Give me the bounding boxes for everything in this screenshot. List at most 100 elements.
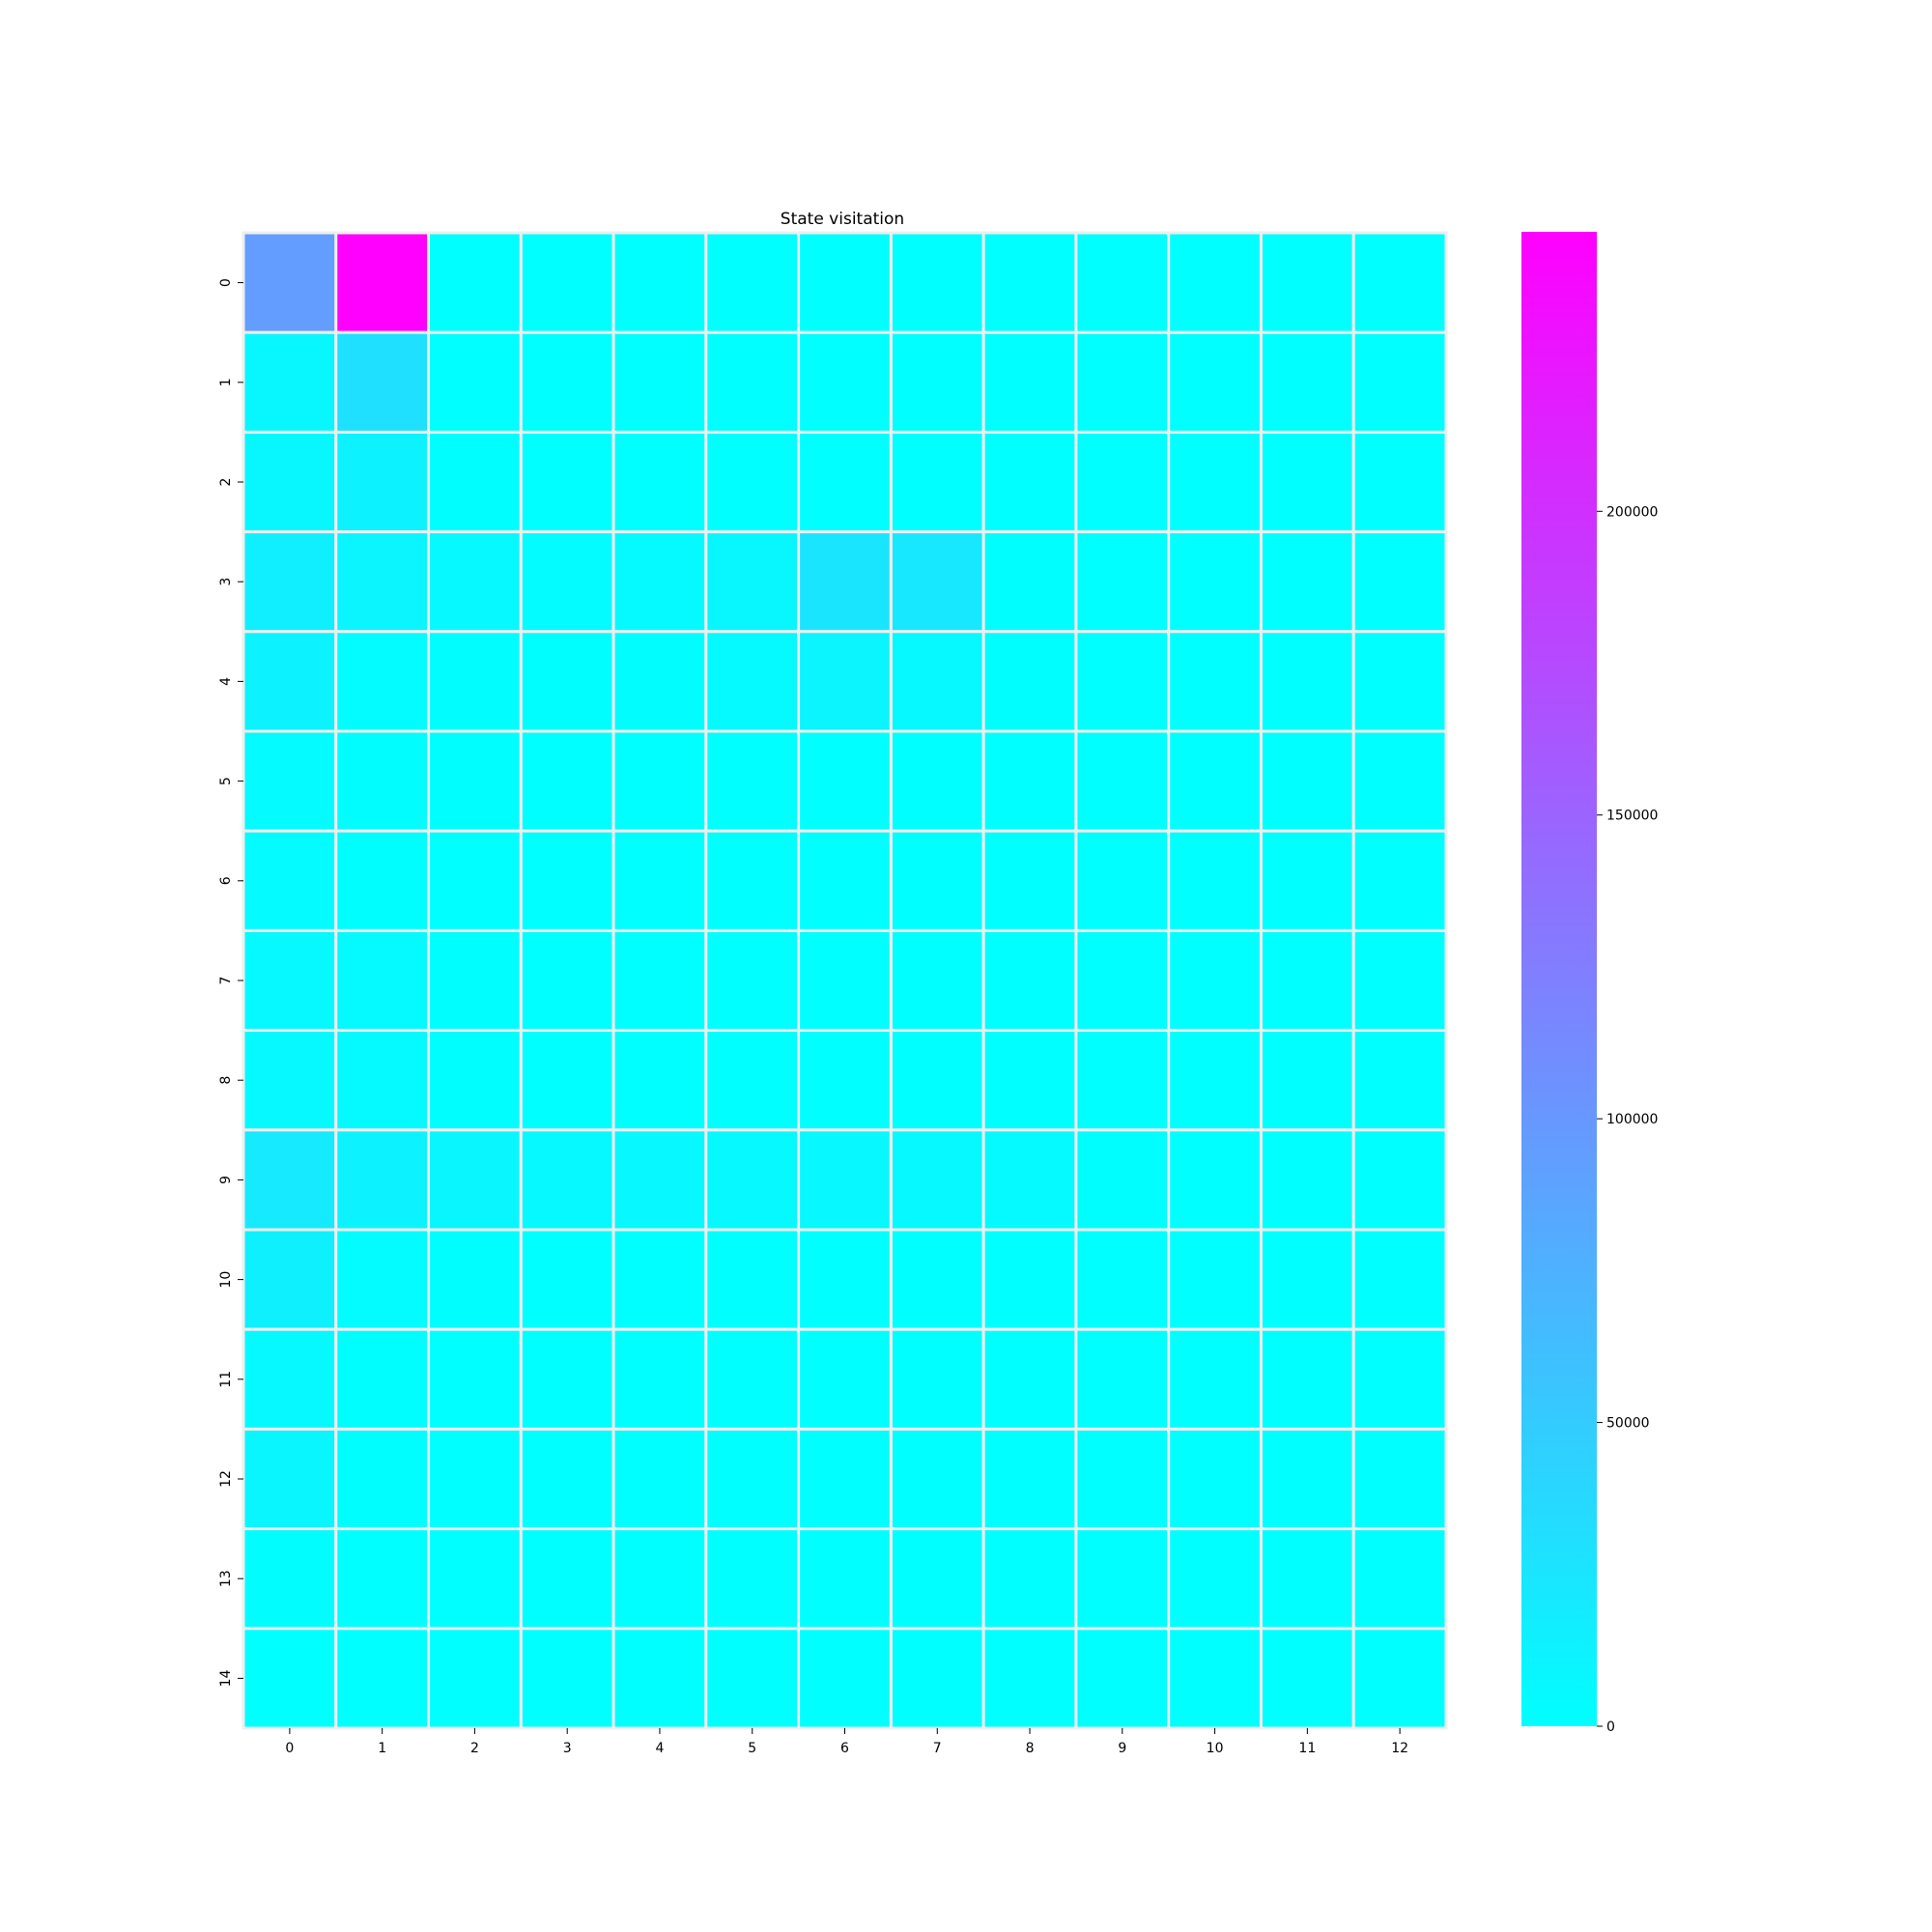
heatmap-cell-r11-c6	[797, 1327, 893, 1431]
heatmap-cell-r0-c1	[334, 231, 431, 334]
heatmap-cell-r6-c11	[1259, 829, 1355, 932]
heatmap-cell-r3-c6	[797, 530, 893, 634]
heatmap-cell-r14-c12	[1351, 1627, 1448, 1730]
heatmap-cell-r10-c11	[1259, 1228, 1355, 1331]
heatmap-cell-r8-c11	[1259, 1029, 1355, 1132]
heatmap-cell-r11-c11	[1259, 1327, 1355, 1431]
heatmap-cell-r2-c0	[242, 430, 338, 534]
heatmap-cell-r3-c10	[1167, 530, 1263, 634]
y-tick-label: 12	[218, 1470, 234, 1488]
heatmap-cell-r11-c10	[1167, 1327, 1263, 1431]
heatmap-cell-r9-c12	[1351, 1128, 1448, 1232]
heatmap-cell-r2-c10	[1167, 430, 1263, 534]
heatmap-cell-r10-c4	[611, 1228, 708, 1331]
heatmap-cell-r14-c2	[427, 1627, 523, 1730]
heatmap-cell-r12-c9	[1074, 1427, 1171, 1531]
heatmap-cell-r14-c10	[1167, 1627, 1263, 1730]
heatmap-cell-r9-c2	[427, 1128, 523, 1232]
heatmap-cell-r12-c11	[1259, 1427, 1355, 1531]
heatmap-cell-r4-c0	[242, 630, 338, 733]
heatmap-cell-r8-c2	[427, 1029, 523, 1132]
heatmap-cell-r11-c12	[1351, 1327, 1448, 1431]
heatmap-cell-r13-c10	[1167, 1527, 1263, 1631]
heatmap-cell-r6-c6	[797, 829, 893, 932]
x-tick-label: 3	[563, 1741, 572, 1756]
heatmap-cell-r5-c5	[704, 729, 801, 833]
heatmap-cell-r1-c4	[611, 330, 708, 434]
heatmap-cell-r12-c0	[242, 1427, 338, 1531]
x-tick-label: 9	[1118, 1741, 1126, 1756]
x-tick-label: 1	[378, 1741, 386, 1756]
heatmap-cell-r4-c8	[981, 630, 1078, 733]
heatmap-cell-r8-c7	[889, 1029, 985, 1132]
heatmap-cell-r10-c0	[242, 1228, 338, 1331]
heatmap-cell-r10-c5	[704, 1228, 801, 1331]
heatmap-cell-r14-c7	[889, 1627, 985, 1730]
x-tick-label: 11	[1298, 1741, 1316, 1756]
heatmap-cell-r2-c6	[797, 430, 893, 534]
heatmap-cell-r6-c10	[1167, 829, 1263, 932]
heatmap-cell-r14-c8	[981, 1627, 1078, 1730]
heatmap-cell-r7-c12	[1351, 928, 1448, 1033]
heatmap-cell-r12-c10	[1167, 1427, 1263, 1531]
heatmap-cell-r9-c11	[1259, 1128, 1355, 1232]
heatmap-cell-r14-c3	[519, 1627, 615, 1730]
heatmap-cell-r12-c3	[519, 1427, 615, 1531]
heatmap-cell-r0-c8	[981, 231, 1078, 334]
heatmap-cell-r3-c4	[611, 530, 708, 634]
heatmap-cell-r13-c3	[519, 1527, 615, 1631]
heatmap-cell-r11-c9	[1074, 1327, 1171, 1431]
heatmap-cell-r9-c4	[611, 1128, 708, 1232]
heatmap-cell-r3-c3	[519, 530, 615, 634]
heatmap-cell-r7-c3	[519, 928, 615, 1033]
x-tick-label: 4	[656, 1741, 665, 1756]
x-tick-label: 0	[285, 1741, 294, 1756]
heatmap-cell-r1-c5	[704, 330, 801, 434]
heatmap-cell-r2-c8	[981, 430, 1078, 534]
heatmap-cell-r10-c9	[1074, 1228, 1171, 1331]
heatmap-cell-r12-c6	[797, 1427, 893, 1531]
heatmap-cell-r5-c0	[242, 729, 338, 833]
heatmap-cell-r5-c2	[427, 729, 523, 833]
heatmap-cell-r13-c7	[889, 1527, 985, 1631]
heatmap-cell-r7-c10	[1167, 928, 1263, 1033]
y-tick-label: 0	[218, 278, 234, 287]
x-tick-label: 10	[1207, 1741, 1224, 1756]
heatmap-cell-r9-c9	[1074, 1128, 1171, 1232]
heatmap-cell-r4-c11	[1259, 630, 1355, 733]
heatmap-cell-r10-c7	[889, 1228, 985, 1331]
heatmap-cell-r13-c12	[1351, 1527, 1448, 1631]
heatmap-cell-r5-c9	[1074, 729, 1171, 833]
heatmap-cell-r8-c12	[1351, 1029, 1448, 1132]
heatmap-cell-r0-c11	[1259, 231, 1355, 334]
x-tick-label: 7	[933, 1741, 942, 1756]
heatmap-cell-r13-c6	[797, 1527, 893, 1631]
heatmap-cell-r7-c6	[797, 928, 893, 1033]
heatmap-cell-r5-c11	[1259, 729, 1355, 833]
heatmap-cell-r0-c2	[427, 231, 523, 334]
y-tick-label: 13	[218, 1570, 234, 1587]
heatmap-cell-r12-c5	[704, 1427, 801, 1531]
heatmap-cell-r4-c3	[519, 630, 615, 733]
heatmap-cell-r14-c5	[704, 1627, 801, 1730]
heatmap-cell-r3-c9	[1074, 530, 1171, 634]
x-tick-label: 6	[840, 1741, 849, 1756]
heatmap-cell-r3-c5	[704, 530, 801, 634]
heatmap-cell-r5-c6	[797, 729, 893, 833]
heatmap-cell-r4-c12	[1351, 630, 1448, 733]
heatmap-cell-r14-c6	[797, 1627, 893, 1730]
heatmap-cell-r11-c8	[981, 1327, 1078, 1431]
heatmap-cell-r0-c5	[704, 231, 801, 334]
heatmap-cell-r6-c12	[1351, 829, 1448, 932]
heatmap-cell-r5-c8	[981, 729, 1078, 833]
heatmap-cell-r0-c9	[1074, 231, 1171, 334]
heatmap-cell-r13-c8	[981, 1527, 1078, 1631]
heatmap-cell-r1-c11	[1259, 330, 1355, 434]
heatmap-cell-r6-c4	[611, 829, 708, 932]
heatmap-cell-r2-c7	[889, 430, 985, 534]
y-tick-label: 3	[218, 578, 234, 586]
heatmap-cell-r2-c12	[1351, 430, 1448, 534]
y-tick-label: 1	[218, 378, 234, 386]
heatmap-cell-r1-c2	[427, 330, 523, 434]
